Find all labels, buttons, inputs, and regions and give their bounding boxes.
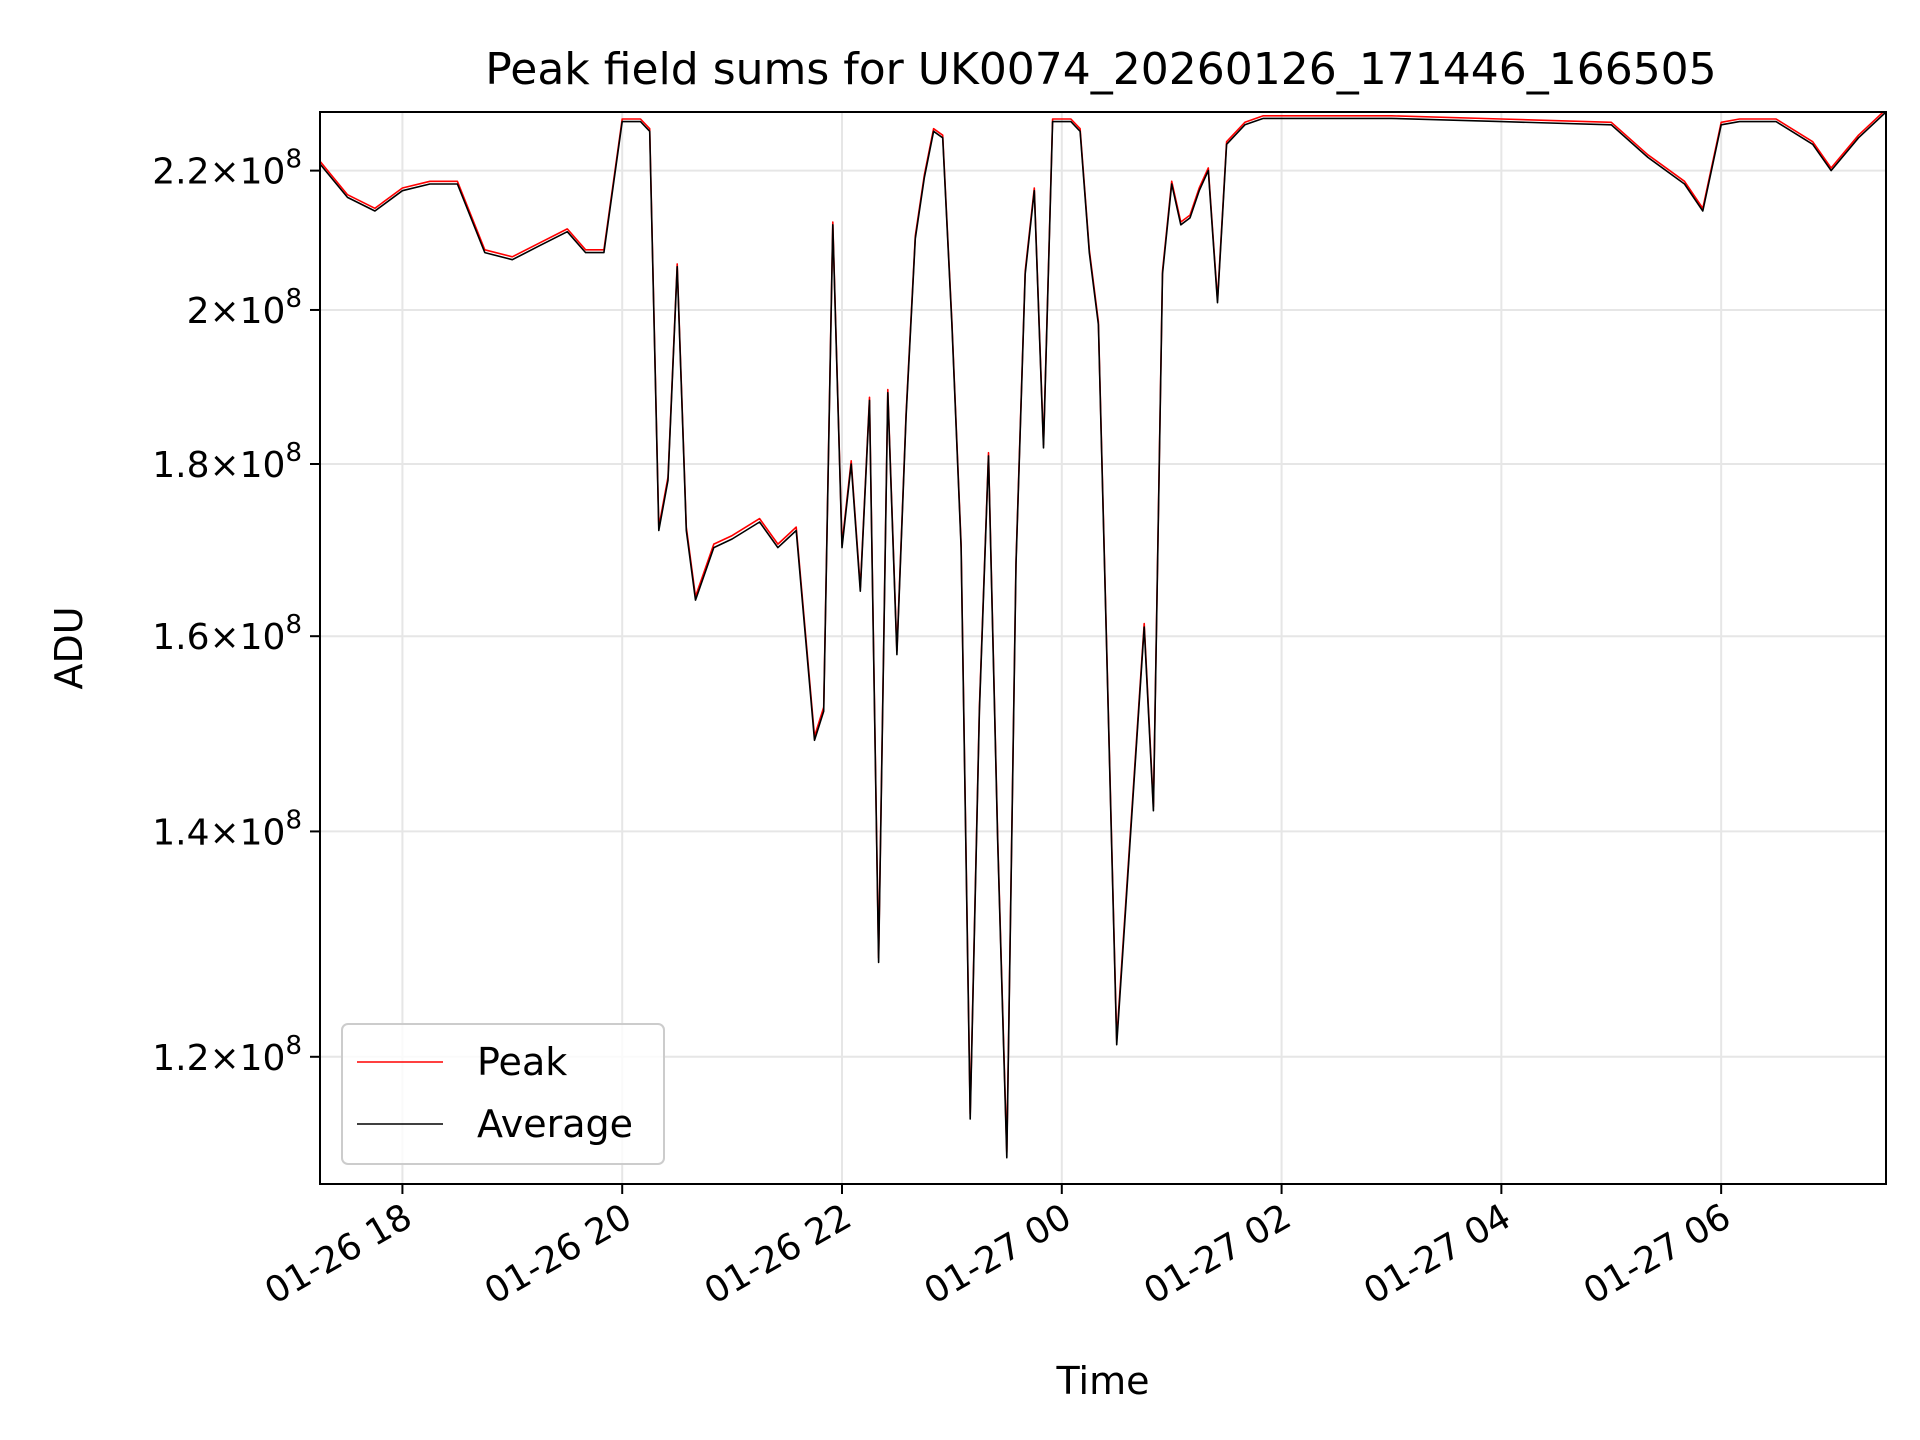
x-axis-label: Time [1056, 1359, 1150, 1403]
y-tick-label: 1.8×108 [152, 438, 302, 486]
y-tick-label: 2×108 [187, 284, 302, 332]
chart-title: Peak field sums for UK0074_20260126_1714… [485, 44, 1716, 95]
series-layer [320, 112, 1886, 1159]
y-tick-label: 2.2×108 [152, 145, 302, 193]
y-tick-label: 1.2×108 [152, 1031, 302, 1079]
series-line-average [320, 112, 1886, 1159]
y-tick-label: 1.4×108 [152, 805, 302, 853]
grid [320, 112, 1886, 1184]
plot-frame [319, 111, 1887, 1185]
y-axis-label: ADU [47, 606, 91, 689]
legend: Peak Average [341, 1023, 665, 1165]
legend-label-average: Average [477, 1102, 633, 1146]
legend-box [341, 1023, 665, 1165]
y-axis: 1.2×108 1.4×108 1.6×108 1.8×108 2×108 2.2×108 [152, 145, 320, 1079]
legend-label-peak: Peak [477, 1040, 567, 1084]
y-tick-label: 1.6×108 [152, 610, 302, 658]
